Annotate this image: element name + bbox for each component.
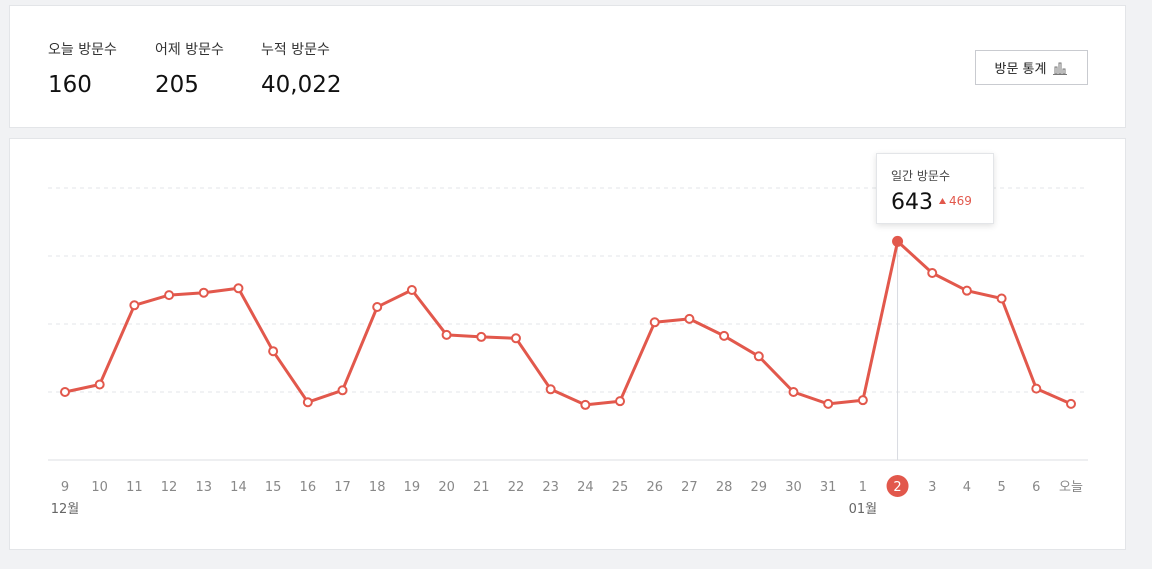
visit-stats-card: 오늘 방문수 160 어제 방문수 205 누적 방문수 40,022 방문 통…	[9, 5, 1126, 128]
data-point[interactable]	[233, 283, 244, 294]
series-line	[64, 239, 1072, 407]
total-visits-label: 누적 방문수	[261, 42, 330, 58]
data-point[interactable]	[198, 287, 209, 298]
x-tick-label[interactable]: 오늘	[1059, 480, 1083, 495]
x-tick-label[interactable]: 15	[265, 480, 282, 495]
x-tick-label[interactable]: 14	[230, 480, 247, 495]
data-point[interactable]	[823, 398, 834, 409]
data-point[interactable]	[1031, 383, 1042, 394]
triangle-up-icon	[939, 198, 946, 204]
month-label: 12월	[51, 502, 80, 517]
data-point[interactable]	[60, 387, 70, 397]
x-tick-label[interactable]: 3	[928, 480, 936, 495]
x-tick-label[interactable]: 22	[508, 480, 525, 495]
x-tick-label[interactable]: 21	[473, 480, 490, 495]
data-point[interactable]	[545, 384, 556, 395]
data-point[interactable]	[164, 290, 175, 301]
x-tick-label[interactable]: 27	[681, 480, 698, 495]
data-point[interactable]	[753, 351, 764, 362]
data-point[interactable]	[649, 317, 660, 328]
data-point[interactable]	[268, 346, 279, 357]
x-tick-label[interactable]: 9	[61, 480, 69, 495]
x-tick-label[interactable]: 2	[893, 480, 901, 495]
x-axis: 9 10 11 12 13 14 15 16 17 18 19 20 21 22 23 24 25 26 27 28 2…	[51, 475, 1083, 517]
today-visits: 오늘 방문수 160	[48, 39, 117, 98]
x-tick-label[interactable]: 1	[859, 480, 867, 495]
x-tick-label[interactable]: 17	[334, 480, 351, 495]
x-tick-label[interactable]: 6	[1032, 480, 1040, 495]
data-point[interactable]	[129, 300, 140, 311]
data-point[interactable]	[510, 333, 521, 344]
data-point[interactable]	[580, 399, 591, 410]
yesterday-visits-value: 205	[155, 72, 199, 98]
x-tick-label[interactable]: 29	[751, 480, 768, 495]
tooltip-title: 일간 방문수	[891, 169, 951, 183]
data-point[interactable]	[961, 285, 972, 296]
line-chart: 9 10 11 12 13 14 15 16 17 18 19 20 21 22 23 24 25 26 27 28 2…	[48, 187, 1088, 517]
data-point[interactable]	[1066, 398, 1076, 409]
data-point[interactable]	[615, 396, 626, 407]
tooltip-delta: 469	[939, 194, 972, 208]
data-point[interactable]	[684, 313, 695, 324]
visit-stats-button[interactable]: 방문 통계	[975, 50, 1088, 85]
grid-lines	[48, 187, 1088, 461]
series-line-path	[64, 239, 1072, 407]
bar-chart-icon	[1053, 62, 1068, 75]
selected-tick-marker	[886, 475, 909, 497]
x-tick-label[interactable]: 25	[612, 480, 629, 495]
yesterday-visits: 어제 방문수 205	[155, 39, 224, 98]
yesterday-visits-label: 어제 방문수	[155, 42, 224, 58]
data-point[interactable]	[927, 268, 938, 278]
data-point[interactable]	[857, 395, 868, 406]
total-visits-value: 40,022	[261, 72, 342, 98]
x-tick-label[interactable]: 23	[542, 480, 559, 495]
data-point[interactable]	[788, 387, 799, 397]
x-tick-label[interactable]: 16	[300, 480, 317, 495]
daily-visits-tooltip: 일간 방문수 643 469	[876, 153, 994, 224]
today-visits-label: 오늘 방문수	[48, 42, 117, 58]
data-point[interactable]	[996, 293, 1007, 304]
data-point-selected[interactable]	[892, 235, 904, 247]
x-tick-label[interactable]: 11	[126, 480, 143, 495]
total-visits: 누적 방문수 40,022	[261, 39, 341, 98]
x-tick-label[interactable]: 18	[369, 480, 386, 495]
x-tick-label[interactable]: 28	[716, 480, 733, 495]
x-tick-label[interactable]: 5	[997, 480, 1005, 495]
data-point[interactable]	[406, 285, 417, 295]
data-point[interactable]	[302, 397, 313, 408]
today-visits-value: 160	[48, 72, 92, 98]
x-tick-label[interactable]: 30	[785, 480, 802, 495]
x-tick-label[interactable]: 10	[91, 480, 108, 495]
x-tick-label[interactable]: 4	[963, 480, 971, 495]
x-tick-label[interactable]: 24	[577, 480, 594, 495]
daily-visits-chart: 9 10 11 12 13 14 15 16 17 18 19 20 21 22 23 24 25 26 27 28 2…	[9, 138, 1126, 550]
x-tick-label[interactable]: 20	[438, 480, 455, 495]
data-points	[60, 235, 1076, 410]
x-tick-label[interactable]: 13	[195, 480, 212, 495]
tooltip-value-row: 643 469	[891, 190, 993, 216]
visit-stats-button-label: 방문 통계	[994, 62, 1047, 77]
data-point[interactable]	[441, 329, 452, 340]
tooltip-value: 643	[891, 190, 933, 215]
x-tick-label[interactable]: 26	[646, 480, 663, 495]
data-point[interactable]	[719, 330, 730, 341]
x-tick-label[interactable]: 31	[820, 480, 837, 495]
tooltip-delta-value: 469	[949, 194, 972, 208]
x-tick-label[interactable]: 19	[404, 480, 421, 495]
x-tick-label[interactable]: 12	[161, 480, 178, 495]
data-point[interactable]	[337, 385, 348, 396]
data-point[interactable]	[94, 379, 105, 390]
data-point[interactable]	[476, 331, 487, 342]
data-point[interactable]	[372, 302, 383, 312]
month-label: 01월	[849, 502, 878, 517]
